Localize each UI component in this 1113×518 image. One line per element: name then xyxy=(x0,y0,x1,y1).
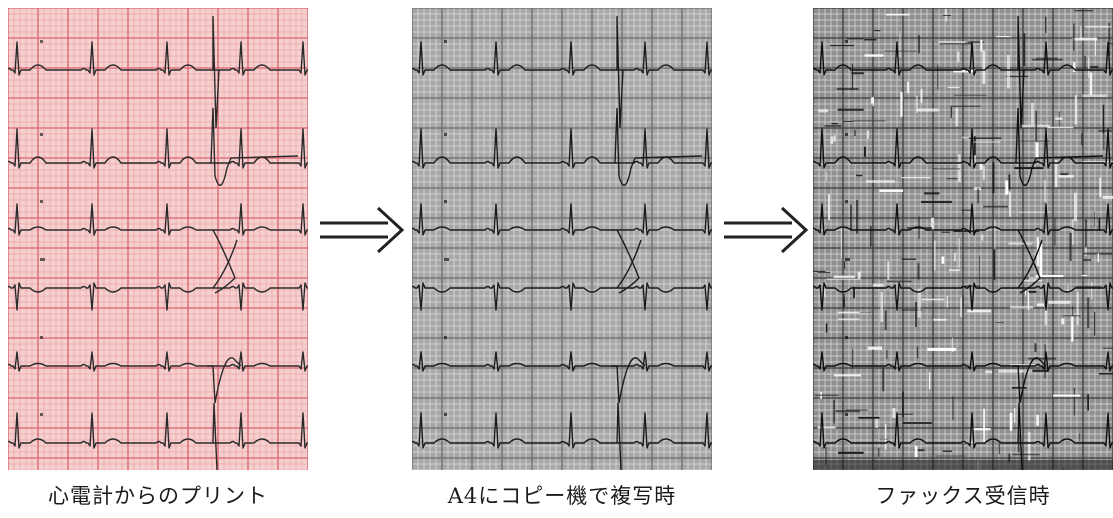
double-right-arrow-icon xyxy=(318,205,406,255)
ecg-original-svg xyxy=(8,8,308,470)
ecg-fax-received xyxy=(813,8,1113,470)
caption-photocopy: A4にコピー機で複写時 xyxy=(447,484,677,508)
ecg-fax-svg xyxy=(813,8,1113,470)
caption-fax-received: ファックス受信時 xyxy=(875,484,1051,508)
ecg-copy-svg xyxy=(412,8,712,470)
ecg-original-print xyxy=(8,8,308,470)
caption-original-print: 心電計からのプリント xyxy=(48,484,268,508)
ecg-photocopy xyxy=(412,8,712,470)
double-right-arrow-icon xyxy=(722,205,810,255)
